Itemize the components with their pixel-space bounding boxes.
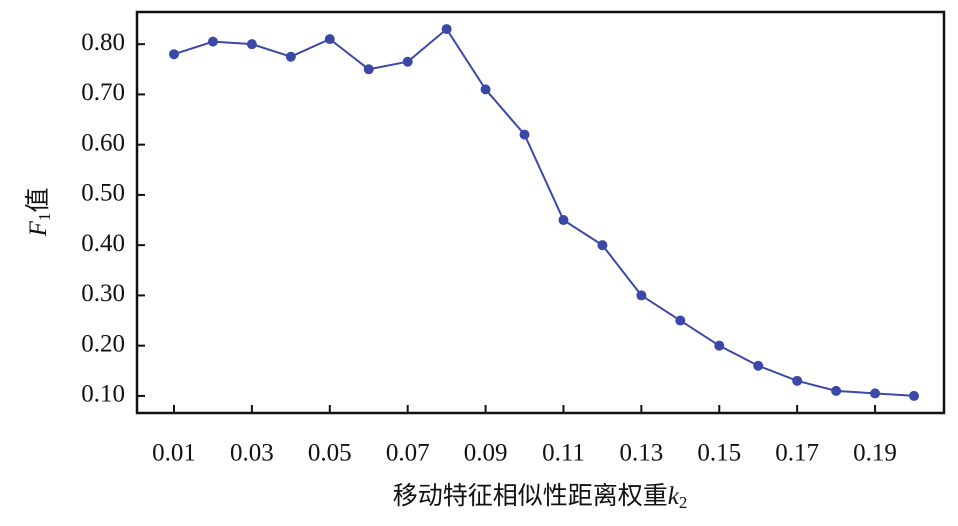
data-point [597,240,608,251]
data-point [792,375,803,386]
data-point [519,129,530,140]
x-tick-label: 0.15 [697,440,741,467]
data-line [173,27,915,397]
data-point [402,56,413,67]
data-point [909,390,920,401]
x-tick-label: 0.09 [464,440,508,467]
data-point [363,64,374,75]
data-point [246,39,257,50]
data-point [714,340,725,351]
data-point [870,388,881,399]
data-point [636,290,647,301]
data-point [324,34,335,45]
x-axis-label-var: k [668,483,680,510]
x-axis-label-text: 移动特征相似性距离权重 [393,482,668,510]
data-point [207,36,218,47]
data-point [753,360,764,371]
plot-frame [135,10,946,415]
y-tick-label: 0.60 [81,129,125,156]
data-point [558,215,569,226]
x-axis-label-sub: 2 [679,493,688,512]
y-axis-label-text: 值 [24,188,52,213]
y-tick-label: 0.20 [81,330,125,357]
x-tick-label: 0.17 [775,440,819,467]
y-axis-label: F1值 [24,188,54,238]
data-point [831,385,842,396]
x-tick-label: 0.19 [853,440,897,467]
y-tick-label: 0.80 [81,29,125,56]
data-point [675,315,686,326]
data-point [285,51,296,62]
data-point [441,24,452,35]
data-point [169,49,180,60]
x-tick-label: 0.05 [308,440,352,467]
y-tick-label: 0.30 [81,280,125,307]
x-tick-label: 0.01 [152,440,196,467]
y-tick-label: 0.50 [81,180,125,207]
x-tick-label: 0.07 [386,440,430,467]
y-axis-label-var: F [25,220,52,237]
x-tick-label: 0.11 [542,440,585,467]
x-tick-label: 0.03 [230,440,274,467]
y-tick-label: 0.40 [81,230,125,257]
y-tick-label: 0.10 [81,381,125,408]
x-axis-label: 移动特征相似性距离权重k2 [393,482,688,512]
y-tick-label: 0.70 [81,79,125,106]
x-tick-label: 0.13 [620,440,664,467]
y-axis-label-sub: 1 [35,213,54,222]
data-point [480,84,491,95]
